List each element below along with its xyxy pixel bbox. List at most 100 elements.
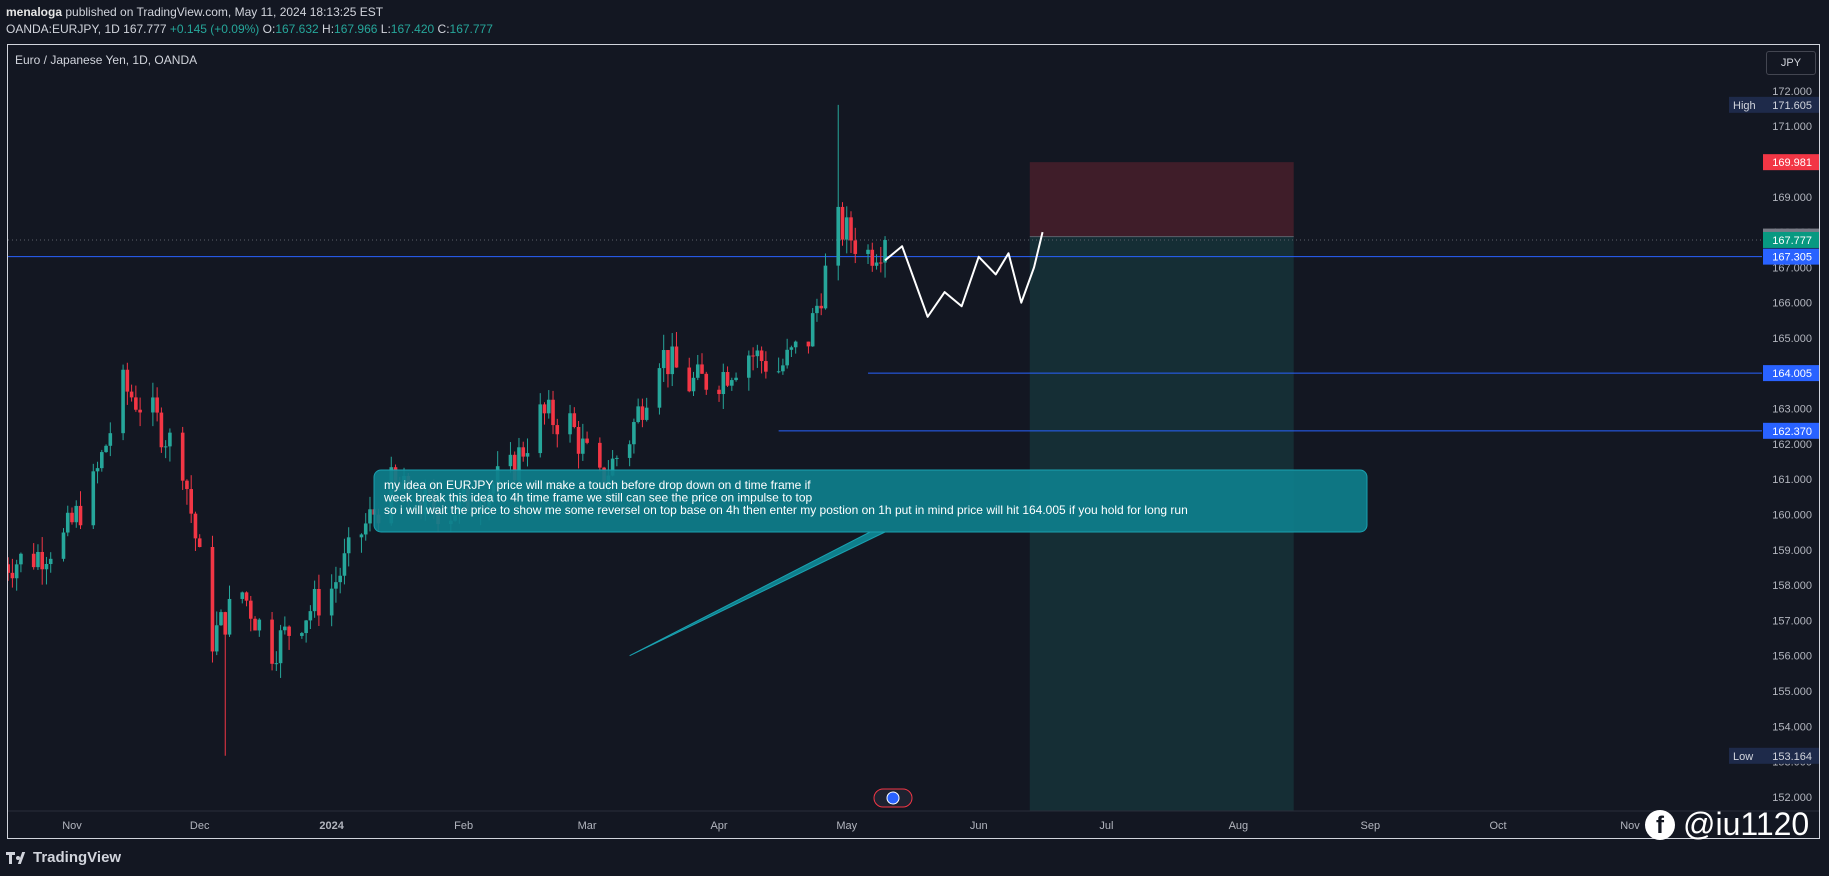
- candle-body: [244, 592, 249, 601]
- high-value: 167.966: [334, 22, 378, 36]
- candle-body: [8, 564, 10, 573]
- candle-body: [776, 371, 781, 373]
- candle-body: [734, 377, 738, 381]
- author-name[interactable]: menaloga: [6, 5, 63, 19]
- candle-body: [44, 564, 49, 570]
- currency-button[interactable]: JPY: [1766, 51, 1816, 75]
- candle-body: [657, 368, 662, 408]
- candle-body: [78, 505, 83, 526]
- candle-body: [823, 265, 828, 309]
- candle-body: [108, 433, 113, 446]
- candle-body: [125, 369, 130, 392]
- candle-body: [129, 391, 134, 398]
- candle-body: [304, 620, 308, 634]
- candle-body: [666, 350, 670, 375]
- candle-body: [283, 626, 287, 631]
- candle-body: [70, 512, 74, 523]
- y-tick-label: 156.000: [1772, 651, 1812, 663]
- candle-body: [849, 217, 853, 241]
- candle-body: [691, 377, 696, 392]
- watermark: f @iu1120: [1645, 806, 1809, 843]
- candle-body: [546, 399, 551, 414]
- candle-body: [227, 598, 232, 635]
- x-tick-label: Feb: [454, 820, 473, 832]
- candle-body: [793, 341, 798, 348]
- candle-body: [704, 373, 709, 390]
- projection-path: [884, 231, 1044, 318]
- candle-body: [751, 355, 755, 357]
- close-label: C:: [437, 22, 450, 36]
- candle-body: [538, 404, 543, 454]
- y-tick-label: 152.000: [1772, 792, 1812, 804]
- candle-body: [159, 412, 164, 448]
- candle-body: [730, 380, 734, 386]
- candle-body: [10, 572, 15, 579]
- x-tick-label: Jun: [970, 820, 988, 832]
- x-tick-label: Nov: [1620, 820, 1640, 832]
- candle-body: [661, 350, 666, 369]
- candle-body: [210, 547, 215, 652]
- events-dot-icon: [886, 791, 900, 805]
- x-tick-label: Sep: [1361, 820, 1381, 832]
- candle-body: [517, 447, 521, 481]
- callout-text: week break this idea to 4h time frame we…: [383, 491, 813, 505]
- y-tick-label: 159.000: [1772, 545, 1812, 557]
- candle-body: [815, 305, 819, 314]
- candle-body: [2, 564, 6, 565]
- price-change: +0.145 (+0.09%): [169, 22, 260, 36]
- x-tick-label: Nov: [62, 820, 82, 832]
- candle-body: [65, 512, 70, 533]
- y-tick-label: 161.000: [1772, 474, 1812, 486]
- candle-body: [674, 346, 679, 368]
- candle-body: [764, 361, 768, 372]
- extreme-value: 171.605: [1772, 100, 1812, 112]
- candle-body: [632, 422, 636, 445]
- candle-body: [368, 509, 372, 524]
- pane-title: Euro / Japanese Yen, 1D, OANDA: [15, 53, 198, 67]
- x-tick-label: Oct: [1489, 820, 1506, 832]
- price-label-value: 164.005: [1772, 368, 1812, 380]
- candle-body: [725, 372, 730, 386]
- extreme-value: 153.164: [1772, 751, 1812, 763]
- candle-body: [240, 592, 245, 599]
- x-tick-label: 2024: [319, 820, 344, 832]
- candle-body: [747, 355, 751, 378]
- last-price: 167.777: [123, 22, 167, 36]
- candle-body: [193, 513, 198, 539]
- candle-body: [700, 364, 704, 374]
- candle-body: [40, 551, 45, 570]
- candle-body: [806, 341, 811, 347]
- candle-body: [610, 458, 615, 476]
- candle-body: [866, 249, 870, 254]
- y-tick-label: 165.000: [1772, 333, 1812, 345]
- x-tick-label: Aug: [1229, 820, 1249, 832]
- candle-body: [338, 575, 342, 583]
- high-label: H:: [322, 22, 335, 36]
- candle-body: [99, 452, 104, 469]
- candle-body: [572, 413, 577, 428]
- tradingview-logo-icon: [6, 851, 28, 864]
- tradingview-logo[interactable]: TradingView: [6, 849, 121, 866]
- candle-body: [521, 447, 526, 457]
- candle-body: [168, 432, 172, 447]
- candle-body: [91, 471, 96, 526]
- candle-body: [214, 625, 219, 652]
- candle-body: [359, 534, 364, 538]
- y-tick-label: 154.000: [1772, 721, 1812, 733]
- y-tick-label: 160.000: [1772, 509, 1812, 521]
- candle-body: [568, 413, 572, 435]
- price-label-value: 169.981: [1772, 157, 1812, 169]
- candle-body: [257, 619, 262, 631]
- x-tick-label: Jul: [1099, 820, 1113, 832]
- y-tick-label: 155.000: [1772, 686, 1812, 698]
- tradingview-logo-text: TradingView: [33, 849, 122, 866]
- candle-body: [223, 612, 228, 635]
- candle-body: [759, 350, 764, 362]
- price-label-value: 162.370: [1772, 426, 1812, 438]
- candle-body: [19, 553, 23, 565]
- y-tick-label: 171.000: [1772, 121, 1812, 133]
- extreme-label-bg: [1729, 747, 1819, 764]
- y-tick-label: 162.000: [1772, 439, 1812, 451]
- candle-body: [185, 480, 189, 490]
